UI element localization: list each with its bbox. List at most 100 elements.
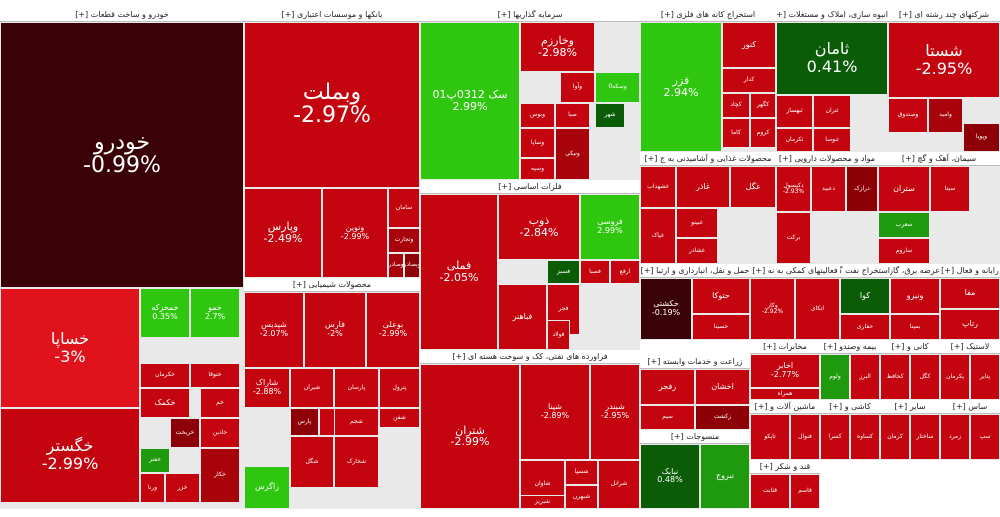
sector-header[interactable]: زراعت و خدمات وابسته [+]	[640, 355, 750, 369]
stock-tile[interactable]: ثکرمان	[776, 128, 813, 152]
stock-tile[interactable]: سپ	[970, 414, 1000, 460]
stock-tile[interactable]: پتایر	[970, 354, 1000, 400]
stock-tile[interactable]: کچاد	[722, 93, 750, 118]
stock-tile[interactable]: ستران	[878, 166, 930, 212]
sector-header[interactable]: حمل و نقل، انبارداری و ارتبا [+]	[640, 264, 750, 278]
stock-tile[interactable]: شبهرن	[565, 485, 598, 509]
stock-tile[interactable]: وکار -2.92%	[750, 278, 795, 340]
stock-tile[interactable]: مفا	[940, 278, 1000, 309]
sector-header[interactable]: سایر [+]	[880, 400, 940, 414]
stock-tile[interactable]: شاراک -2.88%	[244, 368, 290, 408]
stock-tile[interactable]: کوا	[840, 278, 890, 314]
stock-tile[interactable]: کرمان	[880, 414, 910, 460]
stock-tile[interactable]: خگستر -2.99%	[0, 408, 140, 503]
sector-header[interactable]: رایانه و فعال [+]	[940, 264, 1000, 278]
stock-tile[interactable]: وبوس	[520, 103, 555, 128]
stock-tile[interactable]: شیران	[290, 368, 334, 408]
stock-tile[interactable]: خزر	[165, 473, 200, 503]
stock-tile[interactable]: ثامان 0.41%	[776, 22, 888, 95]
stock-tile[interactable]: سامان	[388, 188, 420, 228]
stock-tile[interactable]: پارسان	[334, 368, 379, 408]
stock-tile[interactable]: خفنر	[140, 448, 170, 473]
sector-header[interactable]: مواد و محصولات دارویی [+]	[776, 152, 878, 166]
stock-tile[interactable]: شفن	[379, 408, 420, 428]
stock-tile[interactable]: شستا -2.95%	[888, 22, 1000, 98]
sector-header[interactable]: منسوجات [+]	[640, 430, 750, 444]
stock-tile[interactable]: البرز	[850, 354, 880, 400]
stock-tile[interactable]: شپنا -2.89%	[520, 364, 590, 460]
sector-header[interactable]: مخابرات [+]	[750, 340, 820, 354]
stock-tile[interactable]: زکشت	[695, 405, 750, 430]
stock-tile[interactable]: حسینا	[692, 314, 750, 340]
stock-tile[interactable]: پترول	[379, 368, 420, 408]
stock-tile[interactable]: وساپا	[520, 128, 555, 158]
stock-tile[interactable]: فباهنر	[498, 284, 547, 350]
stock-tile[interactable]: کدار	[722, 68, 776, 93]
stock-tile[interactable]: خمو 2.7%	[190, 288, 240, 338]
sector-header[interactable]: عرضه برق، گاز، بخ [+]	[890, 264, 940, 278]
stock-tile[interactable]: شبندر -2.95%	[590, 364, 640, 460]
stock-tile[interactable]: اتکای	[795, 278, 840, 340]
stock-tile[interactable]: خکرمان	[140, 363, 190, 388]
stock-tile[interactable]: تاپکو	[750, 414, 790, 460]
stock-tile[interactable]: وآوا	[560, 72, 595, 103]
sector-header[interactable]: سرمایه گذاریها [+]	[420, 8, 640, 22]
stock-tile[interactable]: وپارس -2.49%	[244, 188, 322, 278]
stock-tile[interactable]: کگل	[910, 354, 940, 400]
stock-tile[interactable]: ولوم	[820, 354, 850, 400]
sector-header[interactable]: کاشی و [+]	[820, 400, 880, 414]
stock-tile[interactable]: ثبهساز	[776, 95, 813, 128]
stock-tile[interactable]: ختوقا	[190, 363, 240, 388]
stock-tile[interactable]: سک 0312پ01 2.99%	[420, 22, 520, 180]
stock-tile[interactable]: فملی -2.05%	[420, 194, 498, 350]
stock-tile[interactable]: کگهر	[750, 93, 776, 118]
stock-tile[interactable]: وبصادر	[404, 253, 420, 278]
stock-tile[interactable]: زمرد	[940, 414, 970, 460]
stock-tile[interactable]: ونیرو	[890, 278, 940, 314]
stock-tile[interactable]: فنوال	[790, 414, 820, 460]
stock-tile[interactable]: سیم	[640, 405, 695, 430]
stock-tile[interactable]: خمحرکه 0.35%	[140, 288, 190, 338]
stock-tile[interactable]: وسپه	[520, 158, 555, 180]
sector-header[interactable]: بیمه وصندو [+]	[820, 340, 880, 354]
stock-tile[interactable]: غپاک	[640, 208, 676, 264]
stock-tile[interactable]: رتاپ	[940, 309, 1000, 340]
stock-tile[interactable]: ساختار	[910, 414, 940, 460]
stock-tile[interactable]: ساروم	[878, 238, 930, 264]
sector-header[interactable]: سیمان، آهک و گچ [+]	[878, 152, 1000, 166]
stock-tile[interactable]: وامید	[928, 98, 963, 133]
stock-tile[interactable]: وپويا	[963, 123, 1000, 152]
stock-tile[interactable]: خودرو -0.99%	[0, 22, 244, 288]
stock-tile[interactable]: غبینو	[676, 208, 718, 238]
stock-tile[interactable]: صبا	[555, 103, 590, 128]
stock-tile[interactable]: دعبید	[811, 166, 846, 212]
stock-tile[interactable]: وتجارت	[388, 228, 420, 253]
stock-tile[interactable]: فولاد	[547, 320, 570, 350]
stock-tile[interactable]: شهر	[595, 103, 625, 128]
stock-tile[interactable]: کساوه	[850, 414, 880, 460]
sector-header[interactable]: فعالیتهای کمکی به نه [+]	[750, 264, 840, 278]
sector-header[interactable]: ماشین آلات و [+]	[750, 400, 820, 414]
stock-tile[interactable]: شبریز	[520, 495, 565, 509]
stock-tile[interactable]: ارفع	[610, 260, 640, 284]
stock-tile[interactable]: ثتران	[813, 95, 851, 128]
stock-tile[interactable]: بمپنا	[890, 314, 940, 340]
sector-header[interactable]: استخراج نفت گاز و خ [+]	[840, 264, 890, 278]
sector-header[interactable]: محصولات شیمیایی [+]	[244, 278, 420, 292]
stock-tile[interactable]: خم	[200, 388, 240, 418]
stock-tile[interactable]: وبملت -2.97%	[244, 22, 420, 188]
stock-tile[interactable]: غگل	[730, 166, 776, 208]
stock-tile[interactable]: کسرا	[820, 414, 850, 460]
sector-header[interactable]: انبوه سازی، املاک و مستغلات [+]	[776, 8, 888, 22]
stock-tile[interactable]: بوعلی -2.99%	[366, 292, 420, 368]
stock-tile[interactable]: نبروج	[700, 444, 750, 509]
stock-tile[interactable]: فارس -2%	[304, 292, 366, 368]
stock-tile[interactable]: ونوین -2.99%	[322, 188, 388, 278]
stock-tile[interactable]: ورنا	[140, 473, 165, 503]
stock-tile[interactable]: فسبز	[547, 260, 580, 284]
stock-tile[interactable]: شتران -2.99%	[420, 364, 520, 509]
stock-tile[interactable]: حکشتی -0.19%	[640, 278, 692, 340]
stock-tile[interactable]: سعرب	[878, 212, 930, 238]
sector-header[interactable]: کانی و [+]	[880, 340, 940, 354]
stock-tile[interactable]: دکپسول -2.93%	[776, 166, 811, 212]
